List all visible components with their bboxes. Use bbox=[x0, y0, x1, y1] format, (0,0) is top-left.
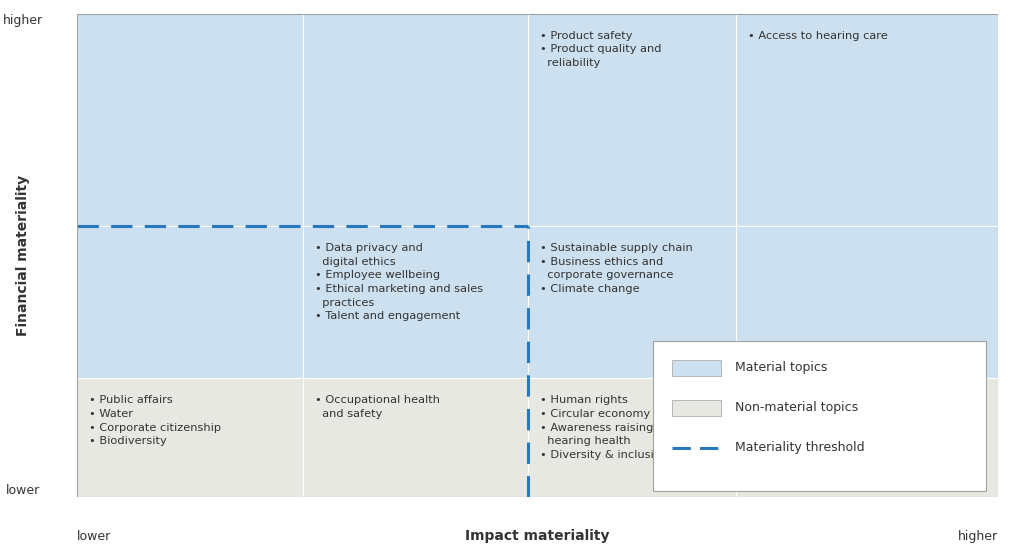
Bar bbox=[735, 226, 998, 379]
Bar bbox=[528, 14, 735, 226]
Bar bbox=[528, 379, 735, 497]
Bar bbox=[303, 14, 528, 226]
Text: • Public affairs
• Water
• Corporate citizenship
• Biodiversity: • Public affairs • Water • Corporate cit… bbox=[89, 395, 221, 446]
Bar bbox=[528, 226, 735, 379]
Bar bbox=[303, 226, 528, 379]
Text: higher: higher bbox=[958, 530, 998, 543]
Bar bbox=[77, 379, 303, 497]
Bar bbox=[77, 226, 303, 379]
Text: • Human rights
• Circular economy
• Awareness raising on
  hearing health
• Dive: • Human rights • Circular economy • Awar… bbox=[541, 395, 672, 460]
Text: • Product safety
• Product quality and
  reliability: • Product safety • Product quality and r… bbox=[541, 31, 662, 68]
Bar bbox=[735, 14, 998, 226]
Text: lower: lower bbox=[77, 530, 111, 543]
Text: Financial materiality: Financial materiality bbox=[15, 175, 30, 336]
Text: • Sustainable supply chain
• Business ethics and
  corporate governance
• Climat: • Sustainable supply chain • Business et… bbox=[541, 243, 693, 294]
Text: • Data privacy and
  digital ethics
• Employee wellbeing
• Ethical marketing and: • Data privacy and digital ethics • Empl… bbox=[314, 243, 482, 321]
Bar bbox=[303, 379, 528, 497]
Text: higher: higher bbox=[2, 14, 43, 27]
Text: Material topics: Material topics bbox=[735, 361, 827, 375]
Text: • Access to hearing care: • Access to hearing care bbox=[748, 31, 888, 41]
Text: Materiality threshold: Materiality threshold bbox=[735, 441, 865, 455]
Text: Impact materiality: Impact materiality bbox=[465, 529, 610, 543]
Bar bbox=[77, 14, 303, 226]
Bar bbox=[735, 379, 998, 497]
Text: • Occupational health
  and safety: • Occupational health and safety bbox=[314, 395, 439, 419]
Text: lower: lower bbox=[5, 484, 40, 497]
Text: Non-material topics: Non-material topics bbox=[735, 401, 858, 415]
